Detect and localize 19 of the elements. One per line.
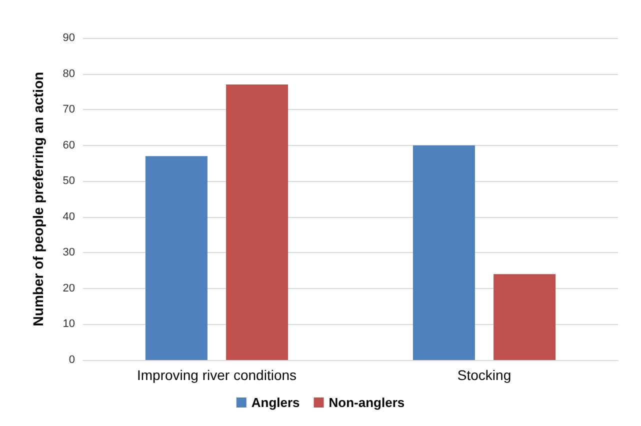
y-tick-label: 90: [62, 32, 75, 44]
y-tick-label: 10: [62, 318, 75, 330]
bar: [145, 156, 208, 360]
bar: [494, 274, 556, 360]
y-axis-title: Number of people preferring an action: [30, 72, 46, 326]
y-tick-label: 60: [62, 139, 75, 152]
y-tick-label: 80: [62, 68, 75, 80]
y-tick-label: 30: [62, 246, 75, 259]
y-tick-label: 0: [68, 354, 75, 366]
y-tick-label: 70: [62, 104, 75, 116]
legend-label: Anglers: [251, 395, 300, 410]
x-tick-label: Stocking: [457, 367, 512, 383]
bar: [412, 145, 475, 360]
x-tick-label: Improving river conditions: [136, 367, 297, 383]
legend-label: Non-anglers: [328, 395, 405, 410]
y-tick-label: 20: [62, 282, 75, 294]
y-tick-label: 50: [62, 175, 75, 188]
y-tick-label: 40: [62, 210, 75, 223]
bar: [226, 84, 288, 360]
